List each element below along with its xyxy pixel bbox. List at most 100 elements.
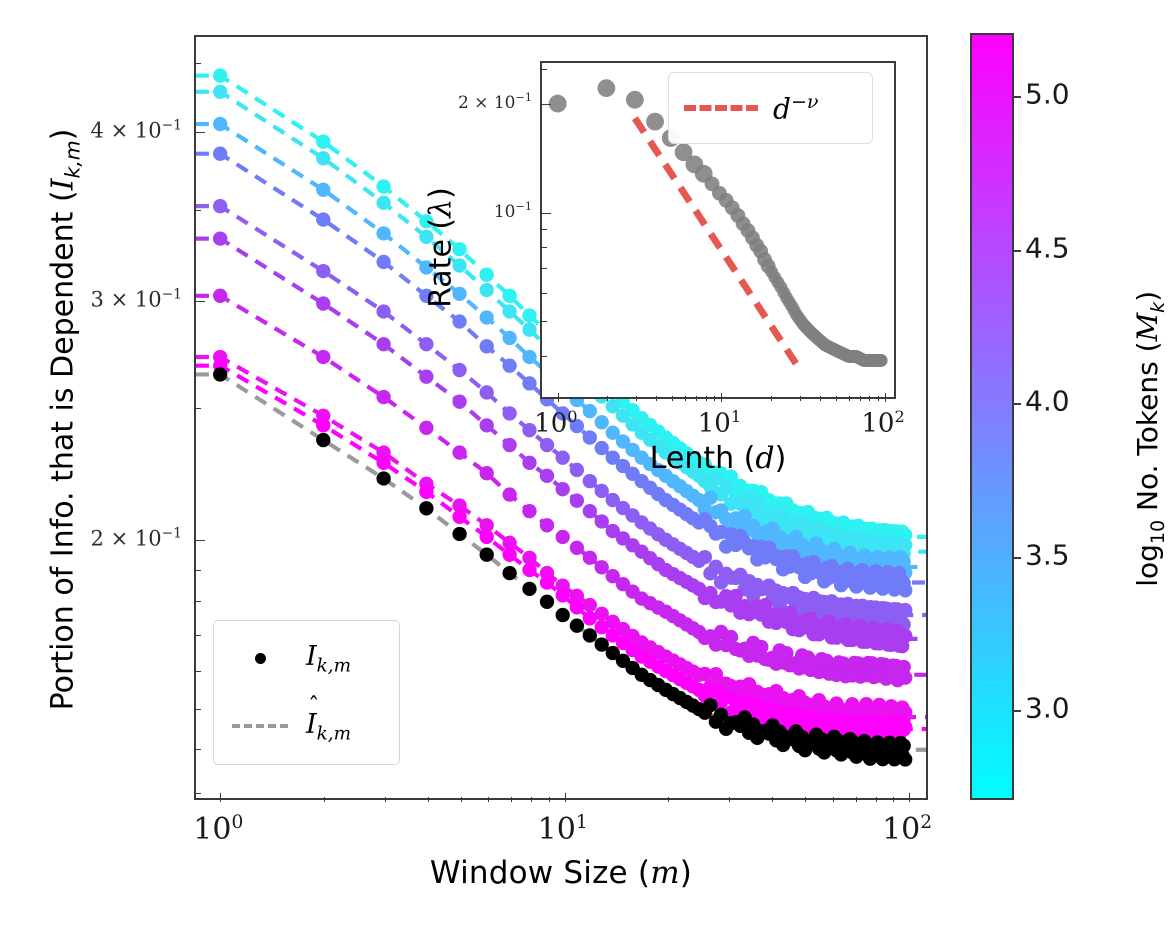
colorbar-label-var: M xyxy=(1131,312,1165,342)
scatter-series-8 xyxy=(213,358,913,746)
inset-ytick xyxy=(542,355,547,357)
main-xtick xyxy=(668,797,670,802)
inset-series-canvas xyxy=(548,79,888,367)
inset-xtick xyxy=(705,396,707,401)
main-ytick xyxy=(196,62,201,64)
inset-xtick xyxy=(859,396,861,401)
legend-entry-fit: ˆ Ik,m xyxy=(214,691,399,763)
inset-xtick xyxy=(835,396,837,401)
main-xtick xyxy=(805,797,807,802)
main-xtick xyxy=(909,793,911,802)
inset-yticklabel-1: 10−1 xyxy=(493,199,532,222)
legend-observed-subscript: k,m xyxy=(316,655,352,677)
legend-observed-symbol: I xyxy=(306,641,317,673)
scatter-series-5 xyxy=(213,231,913,654)
scatter-series-1 xyxy=(213,84,913,567)
colorbar-ticklabel-1: 4.5 xyxy=(1025,231,1070,265)
colorbar-label-sub: 10 xyxy=(1146,519,1169,545)
inset-xtick xyxy=(869,396,871,401)
inset-xtick xyxy=(557,393,559,402)
legend-fit-symbol: I xyxy=(306,708,317,740)
legend-label-fit: ˆ Ik,m xyxy=(306,694,351,744)
main-yaxis-label: Portion of Info. that is Dependent (Ik,m… xyxy=(46,25,85,815)
colorbar-tick-2 xyxy=(1012,403,1021,406)
inset-xtick xyxy=(819,396,821,401)
main-xlabel-close: ) xyxy=(679,855,693,891)
main-ylabel-text: Portion of Info. that is Dependent ( xyxy=(45,190,81,711)
main-xtick xyxy=(855,797,857,802)
main-xlabel-text: Window Size ( xyxy=(429,855,651,891)
inset-fit-line xyxy=(631,116,800,367)
legend-fit-hat: ˆ xyxy=(308,694,320,721)
colorbar-ticklabel-3: 3.5 xyxy=(1025,538,1070,572)
inset-ytick xyxy=(542,69,547,71)
scatter-series-9 xyxy=(213,367,913,767)
colorbar-tick-4 xyxy=(1012,709,1021,712)
main-ytick xyxy=(196,210,201,212)
main-plot-area xyxy=(196,37,926,798)
main-xtick xyxy=(461,797,463,802)
main-ylabel-var: I xyxy=(45,178,81,191)
inset-ytick xyxy=(542,247,547,249)
main-ytick xyxy=(196,408,201,410)
red-dashed-line-marker-icon xyxy=(669,105,773,111)
main-xtick xyxy=(832,797,834,802)
inset-xtick xyxy=(799,396,801,401)
inset-ytick xyxy=(542,229,547,231)
legend-label-observed: Ik,m xyxy=(306,641,351,676)
main-xtick xyxy=(323,797,325,802)
inset-xtick xyxy=(713,396,715,401)
main-ytick xyxy=(196,601,201,603)
inset-xticklabel-2: 102 xyxy=(861,407,905,439)
inset-xtick xyxy=(685,396,687,401)
inset-xtick xyxy=(848,396,850,401)
inset-ylabel-text: Rate ( xyxy=(423,217,459,308)
colorbar-tick-3 xyxy=(1012,556,1021,559)
inset-xlabel-close: ) xyxy=(774,441,787,476)
inset-ytick xyxy=(542,268,547,270)
colorbar-tick-1 xyxy=(1012,249,1021,252)
main-xtick xyxy=(893,797,895,802)
inset-legend-base: d xyxy=(773,92,791,126)
colorbar-label: log10 No. Tokens (Mk) xyxy=(1131,209,1169,669)
main-yticklabel-2: 2 × 10−1 xyxy=(90,525,182,551)
inset-legend-label: d−ν xyxy=(773,91,818,125)
dashed-line-marker-icon xyxy=(214,724,306,729)
inset-ytick xyxy=(542,104,551,106)
main-xtick xyxy=(427,797,429,802)
scatter-series-3 xyxy=(213,146,913,598)
inset-xtick xyxy=(607,396,609,401)
inset-xlabel-var: d xyxy=(755,441,775,476)
colorbar-ticklabel-4: 3.0 xyxy=(1025,691,1070,725)
main-ytick xyxy=(196,569,201,571)
inset-ytick xyxy=(542,321,547,323)
inset-xtick xyxy=(770,396,772,401)
colorbar-label-var-sub: k xyxy=(1146,301,1169,313)
main-xticklabel-2: 102 xyxy=(882,812,933,847)
main-xticklabel-1: 101 xyxy=(537,812,588,847)
main-ylabel-sub: k,m xyxy=(60,140,85,179)
inset-xaxis-label: Lenth (d) xyxy=(540,441,896,476)
scatter-series-4 xyxy=(213,198,913,632)
main-xtick xyxy=(384,797,386,802)
inset-xtick xyxy=(656,396,658,401)
main-xticklabel-0: 100 xyxy=(193,812,244,847)
inset-ylabel-close: ) xyxy=(423,187,459,199)
main-ytick xyxy=(196,539,205,541)
inset-ytick xyxy=(542,212,551,214)
main-ytick xyxy=(196,635,201,637)
legend-entry-observed: Ik,m xyxy=(214,623,399,695)
main-yticklabel-1: 3 × 10−1 xyxy=(90,286,182,312)
inset-scatter xyxy=(548,79,888,367)
main-xtick xyxy=(488,797,490,802)
main-series-canvas xyxy=(196,68,926,767)
main-ytick xyxy=(196,131,205,133)
inset-xtick xyxy=(721,393,723,402)
colorbar-tick-0 xyxy=(1012,96,1021,99)
inset-xticklabel-1: 101 xyxy=(697,407,742,439)
colorbar[interactable] xyxy=(970,33,1021,800)
main-xtick xyxy=(531,797,533,802)
inset-ytick xyxy=(542,292,547,294)
main-ytick xyxy=(196,749,201,751)
